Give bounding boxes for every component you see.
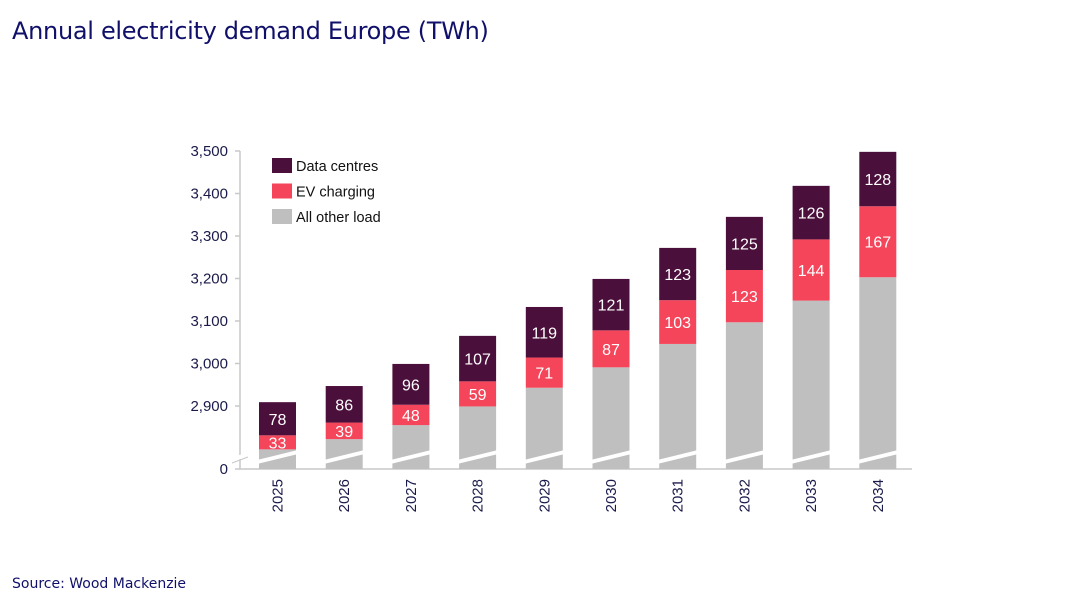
bar-ev-charging [592, 330, 630, 368]
data-label: 71 [535, 366, 553, 383]
x-tick-label: 2032 [736, 479, 753, 512]
x-tick-label: 2033 [803, 479, 820, 512]
legend-swatch [272, 183, 292, 199]
axis-break-mark [253, 449, 302, 465]
axis-break-mark [586, 449, 636, 465]
axis-break-mark [519, 449, 569, 465]
bar-all-other-load [392, 425, 430, 469]
page-title: Annual electricity demand Europe (TWh) [12, 17, 489, 45]
data-label: 86 [335, 397, 353, 414]
x-tick-label: 2028 [470, 479, 487, 512]
x-tick-label: 2026 [336, 479, 353, 512]
bar-all-other-load [792, 300, 830, 469]
bar-data-centres [525, 306, 563, 358]
y-tick-label: 0 [220, 461, 228, 478]
y-tick-label: 2,900 [190, 398, 228, 415]
y-tick-label: 3,300 [190, 228, 228, 245]
data-label: 103 [664, 315, 691, 332]
axis-break-mark [319, 449, 369, 465]
axis-break-mark [231, 452, 249, 462]
x-tick-label: 2030 [603, 479, 620, 512]
axis-break-mark [653, 449, 703, 465]
data-label: 144 [798, 263, 825, 280]
data-label: 96 [402, 377, 420, 394]
x-tick-label: 2034 [870, 479, 887, 512]
data-label: 48 [402, 408, 420, 425]
y-tick-label: 3,400 [190, 186, 228, 203]
bar-ev-charging [659, 300, 697, 344]
bar-all-other-load [659, 343, 697, 469]
bar-ev-charging [392, 404, 430, 426]
bar-data-centres [459, 335, 497, 382]
data-label: 121 [598, 298, 625, 315]
x-tick-label: 2025 [270, 479, 287, 512]
bar-data-centres [325, 386, 363, 423]
y-tick-label: 3,200 [190, 271, 228, 288]
bar-ev-charging [325, 422, 363, 440]
bar-data-centres [592, 278, 630, 331]
data-label: 59 [469, 387, 487, 404]
bar-data-centres [659, 247, 697, 301]
bar-ev-charging [259, 435, 296, 450]
y-tick-label: 3,500 [190, 143, 228, 160]
bar-all-other-load [859, 277, 897, 469]
axis-break-mark [719, 449, 769, 465]
axis-break-mark [786, 449, 836, 465]
data-label: 128 [864, 172, 891, 189]
data-label: 87 [602, 342, 620, 359]
bar-data-centres [259, 402, 296, 436]
data-label: 119 [532, 325, 558, 342]
bar-ev-charging [459, 381, 497, 407]
bar-data-centres [792, 185, 830, 240]
legend-label: EV charging [296, 185, 375, 201]
data-label: 33 [269, 435, 287, 452]
source-note: Source: Wood Mackenzie [12, 576, 187, 592]
data-label: 167 [864, 235, 891, 252]
bar-ev-charging [792, 239, 830, 301]
x-tick-label: 2029 [536, 479, 553, 512]
bar-ev-charging [725, 270, 763, 323]
legend-swatch [272, 158, 292, 173]
x-tick-label: 2031 [670, 479, 687, 512]
data-label: 123 [664, 267, 691, 284]
data-label: 123 [731, 289, 758, 306]
data-label: 126 [798, 206, 825, 223]
legend-label: Data centres [296, 159, 378, 175]
bar-all-other-load [725, 322, 763, 469]
bar-data-centres [725, 216, 763, 270]
x-tick-label: 2027 [403, 479, 420, 512]
y-tick-label: 3,000 [190, 356, 228, 373]
legend-label: All other load [296, 210, 381, 226]
axis-break-mark [231, 456, 249, 464]
data-label: 107 [464, 352, 491, 369]
bar-data-centres [859, 151, 897, 207]
bar-data-centres [392, 363, 430, 405]
axis-break-mark [386, 449, 436, 465]
y-tick-label: 3,100 [190, 313, 228, 330]
bar-ev-charging [859, 206, 897, 278]
axis-break-mark [453, 449, 503, 465]
bar-ev-charging [525, 357, 563, 388]
data-label: 78 [269, 412, 287, 429]
data-label: 125 [731, 236, 758, 253]
legend-swatch [272, 209, 292, 224]
data-label: 39 [335, 424, 353, 441]
axis-break-mark [853, 449, 903, 465]
